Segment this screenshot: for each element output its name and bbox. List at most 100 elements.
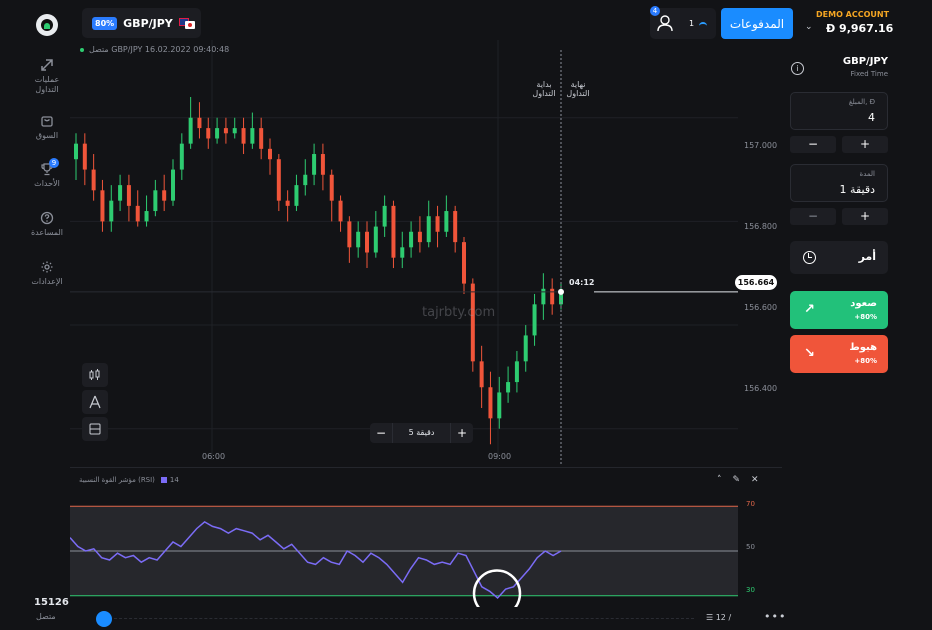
candle-body (426, 216, 431, 243)
x-axis-label: 06:00 (202, 452, 226, 461)
candle-body (382, 205, 387, 227)
candle-body (541, 288, 546, 305)
level-button[interactable]: 1 (680, 8, 716, 39)
more-options-icon[interactable]: ••• (764, 610, 787, 623)
candle-body (470, 283, 475, 362)
rsi-color-swatch (160, 477, 167, 483)
sidebar-item-help[interactable]: المساعدة (22, 211, 72, 238)
layers-icon: ☰ (706, 613, 716, 622)
sidebar-item-market[interactable]: السوق (22, 114, 72, 141)
page-count: 12 / (715, 613, 732, 622)
edit-pencil-icon[interactable]: ✎ (732, 475, 741, 485)
market-bag-icon (41, 116, 53, 127)
candle-body (373, 226, 378, 253)
trade-end-label: نهاية التداول (566, 80, 590, 98)
candle-body (435, 216, 440, 232)
duration-field[interactable]: المدة 1 دقيقة (790, 164, 888, 202)
sidebar-item-events[interactable]: 9 الأحداث (22, 158, 72, 189)
drawing-icon (89, 395, 101, 409)
candle-body (400, 247, 405, 258)
candle-body (338, 200, 343, 222)
timeline-scroll-handle[interactable] (96, 611, 112, 627)
payout-badge: 80% (92, 16, 118, 30)
help-icon (40, 211, 54, 225)
account-balance[interactable]: Đ 9,967.16 (826, 22, 894, 35)
sidebar-item-label: عمليات التداول (34, 75, 60, 94)
rsi-name: مؤشر القوة النسبية (RSI) (79, 476, 155, 484)
candle-body (285, 200, 290, 206)
chevron-down-icon[interactable]: ⌄ (805, 22, 813, 32)
sidebar-item-settings[interactable]: الإعدادات (22, 260, 72, 287)
candle-body (179, 143, 184, 170)
down-payout: +80% (854, 357, 877, 365)
panel-asset-name: GBP/JPY (842, 56, 888, 67)
duration-decrease-button[interactable]: − (790, 208, 836, 225)
page-indicator[interactable]: ☰ 12 / (706, 613, 731, 622)
duration-increase-button[interactable]: + (842, 208, 888, 225)
collapse-chevron-up-icon[interactable]: ˄ (717, 475, 722, 485)
amount-label: المبلغ, Đ (848, 98, 875, 106)
amount-increase-button[interactable]: + (842, 136, 888, 153)
y-axis-label: 157.000 (744, 141, 778, 150)
candle-body (409, 231, 414, 248)
sidebar-item-label: الأحداث (34, 179, 60, 188)
rsi-level-50: 50 (746, 543, 755, 551)
online-count: 15126 (34, 597, 69, 608)
x-axis-label: 09:00 (488, 452, 512, 461)
candle-body (118, 185, 123, 201)
y-axis-label: 156.400 (744, 384, 778, 393)
panel-divider (70, 467, 782, 468)
close-icon[interactable]: ✕ (751, 475, 759, 485)
duration-label: المدة (859, 170, 875, 178)
candle-body (82, 143, 87, 170)
candle-body (188, 117, 193, 144)
put-down-button[interactable]: ↘ هبوط +80% (790, 335, 888, 373)
pending-order-button[interactable]: أمر (790, 241, 888, 274)
rsi-level-70: 70 (746, 500, 755, 508)
candle-body (109, 200, 114, 222)
order-label: أمر (858, 250, 876, 263)
indicators-icon (89, 423, 101, 435)
indicators-button[interactable] (82, 417, 108, 441)
price-chart[interactable] (70, 40, 780, 465)
candle-body (532, 304, 537, 336)
info-icon[interactable]: i (791, 62, 804, 75)
candle-body (171, 169, 175, 201)
asset-name: GBP/JPY (123, 16, 173, 30)
up-payout: +80% (854, 313, 877, 321)
timeframe-decrease-button[interactable]: − (375, 426, 387, 440)
candle-body (329, 174, 334, 201)
candle-body (514, 361, 519, 383)
candle-body (320, 154, 325, 175)
timeframe-increase-button[interactable]: + (456, 426, 468, 440)
amount-field[interactable]: المبلغ, Đ 4 (790, 92, 888, 130)
asset-tab[interactable]: 80% GBP/JPY (82, 8, 201, 38)
timeframe-value[interactable]: 5 دقيقة (392, 423, 451, 443)
rsi-chart (70, 505, 738, 607)
amount-decrease-button[interactable]: − (790, 136, 836, 153)
clock-icon (803, 251, 816, 264)
connection-dot (80, 47, 84, 52)
candle-body (356, 231, 361, 248)
option-type: Fixed Time (850, 70, 889, 78)
level-gauge-icon (699, 21, 708, 26)
sidebar-item-label: المساعدة (30, 228, 64, 237)
amount-value[interactable]: 4 (868, 111, 875, 124)
candle-body (276, 159, 281, 201)
timeline-scrollbar[interactable] (104, 618, 694, 620)
chart-status: متصل GBP/JPY 16.02.2022 09:40:48 (80, 45, 229, 54)
candle-body (479, 361, 484, 388)
notification-badge: 4 (650, 6, 660, 16)
sidebar-item-trades[interactable]: عمليات التداول (22, 58, 72, 95)
call-up-button[interactable]: ↗ صعود +80% (790, 291, 888, 329)
candle-body (550, 288, 555, 305)
chart-type-button[interactable] (82, 363, 108, 387)
candle-body (91, 169, 96, 191)
rsi-period: 14 (169, 476, 179, 484)
candle-body (135, 205, 140, 222)
trade-start-label: بداية التداول (532, 80, 556, 98)
drawing-tools-button[interactable] (82, 390, 108, 414)
app-logo[interactable] (36, 14, 58, 36)
payments-button[interactable]: المدفوعات (721, 8, 793, 39)
duration-value[interactable]: 1 دقيقة (839, 183, 875, 196)
